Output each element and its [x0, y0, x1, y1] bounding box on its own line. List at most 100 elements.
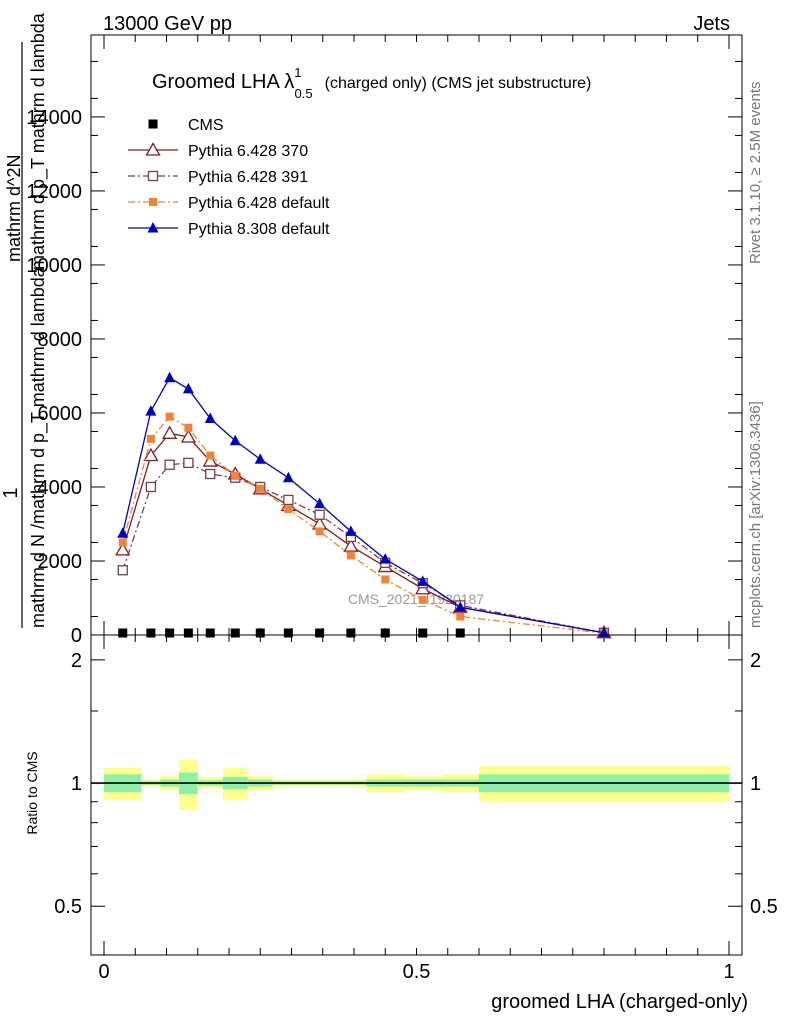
y-tick-label: 0: [71, 625, 82, 647]
y-tick-label: 6000: [38, 403, 83, 425]
data-point: [418, 628, 428, 638]
ratio-y-label: Ratio to CMS: [24, 751, 40, 834]
data-point: [206, 451, 215, 460]
data-point: [256, 484, 265, 493]
ratio-ticks: [91, 659, 742, 907]
data-point: [115, 542, 131, 556]
data-point: [255, 628, 265, 638]
legend-label: CMS: [188, 117, 224, 134]
data-point: [205, 628, 215, 638]
data-point: [284, 505, 293, 514]
ratio-plot-frame: [90, 634, 743, 956]
data-point: [117, 527, 129, 538]
data-point: [314, 497, 326, 509]
y-tick-label: 10000: [26, 255, 82, 277]
data-point: [146, 628, 156, 638]
data-point: [283, 494, 294, 506]
main-plot-y-tick-labels: 0 2000 4000 6000 8000 10000 12000 14000: [26, 107, 82, 647]
data-point: [183, 628, 193, 638]
data-point: [164, 459, 175, 470]
legend-marker: [148, 119, 158, 129]
legend-label: Pythia 8.308 default: [188, 221, 330, 238]
data-point: [182, 382, 194, 394]
data-point: [202, 453, 218, 467]
data-point: [418, 595, 427, 604]
y-tick-label: 12000: [26, 181, 82, 203]
data-point: [346, 628, 356, 638]
rivet-label: Rivet 3.1.10, ≥ 2.5M events: [747, 82, 764, 265]
legend: CMS Pythia 6.428 370 Pythia 6.428 391 Pythi…: [128, 117, 330, 238]
x-tick-label: 0.5: [403, 961, 431, 983]
legend-label: Pythia 6.428 391: [188, 169, 308, 186]
data-point: [117, 565, 128, 576]
data-point: [315, 628, 325, 638]
x-tick-label: 0: [98, 961, 109, 983]
y-label-main: mathrm d N /mathrm d p_T mathrm d lambda: [28, 266, 49, 628]
data-point: [230, 628, 240, 638]
data-point: [456, 612, 465, 621]
ratio-y-tick-label-right: 1: [750, 773, 761, 795]
ratio-uncertainty-bands: [104, 759, 729, 810]
header-jets: Jets: [693, 13, 730, 35]
data-point: [381, 575, 390, 584]
ratio-tick-labels: 0.5 0.5 1 1 2 2 0 0.5 1: [54, 650, 778, 983]
data-point: [145, 481, 157, 493]
data-point: [143, 447, 159, 462]
data-point: [417, 575, 429, 586]
data-point: [314, 509, 325, 520]
plot-title: Groomed LHA λ1 0.5 (charged only) (CMS jet…: [152, 65, 591, 101]
legend-marker: [145, 142, 161, 156]
data-point: [315, 527, 324, 536]
series-2: [117, 457, 610, 638]
data-point: [380, 628, 390, 638]
main-plot-ticks: [91, 35, 742, 955]
data-point: [346, 551, 355, 560]
y-tick-label: 2000: [38, 551, 83, 573]
legend-marker: [147, 222, 159, 233]
data-point: [184, 423, 193, 432]
ratio-y-tick-label-right: 2: [750, 650, 761, 672]
data-point: [254, 453, 266, 464]
y-label-numerator: mathrm d^2N: [4, 155, 24, 262]
legend-label: Pythia 6.428 default: [188, 195, 330, 212]
ratio-y-tick-label-left: 2: [71, 650, 82, 672]
mcplots-label: mcplots.cern.ch [arXiv:1306.3436]: [747, 401, 764, 628]
ratio-y-tick-label-right: 0.5: [750, 896, 778, 918]
ratio-y-tick-label-left: 0.5: [54, 896, 82, 918]
data-point: [162, 425, 178, 439]
data-point: [283, 628, 293, 638]
legend-label: Pythia 6.428 370: [188, 143, 308, 160]
ratio-panel: 0.5 0.5 1 1 2 2 0 0.5 1 Ratio to CMS groomed LHA…: [24, 634, 778, 1013]
legend-marker: [149, 198, 157, 206]
series-0: [118, 628, 465, 638]
y-tick-label: 4000: [38, 477, 83, 499]
x-tick-label: 1: [723, 961, 734, 983]
y-tick-label: 14000: [26, 107, 82, 129]
y-label-denominator: mathrm d p_T mathrm d lambda: [28, 12, 49, 270]
data-point: [231, 471, 240, 480]
plot-title-rest: (charged only) (CMS jet substructure): [325, 75, 592, 92]
header-energy: 13000 GeV pp: [103, 13, 232, 35]
data-point: [454, 601, 466, 612]
data-point: [229, 434, 241, 446]
data-point: [455, 628, 465, 638]
ratio-y-tick-label-left: 1: [71, 773, 82, 795]
series-3: [118, 412, 608, 638]
y-label-prefix: 1: [0, 487, 22, 498]
data-point: [164, 371, 176, 383]
data-point: [282, 471, 294, 483]
plot-title-main: Groomed LHA λ: [152, 71, 294, 93]
y-tick-label: 8000: [38, 329, 83, 351]
plot-title-subscript: 0.5: [295, 86, 313, 101]
data-point: [204, 412, 216, 424]
data-point: [146, 434, 155, 443]
data-point: [180, 429, 196, 443]
y-axis-label: 1 mathrm d N /mathrm d p_T mathrm d lamb…: [0, 12, 49, 628]
series-line: [122, 462, 605, 634]
data-point: [165, 412, 174, 421]
plot-title-superscript: 1: [294, 65, 301, 80]
data-point: [118, 628, 128, 638]
data-point: [343, 538, 359, 552]
